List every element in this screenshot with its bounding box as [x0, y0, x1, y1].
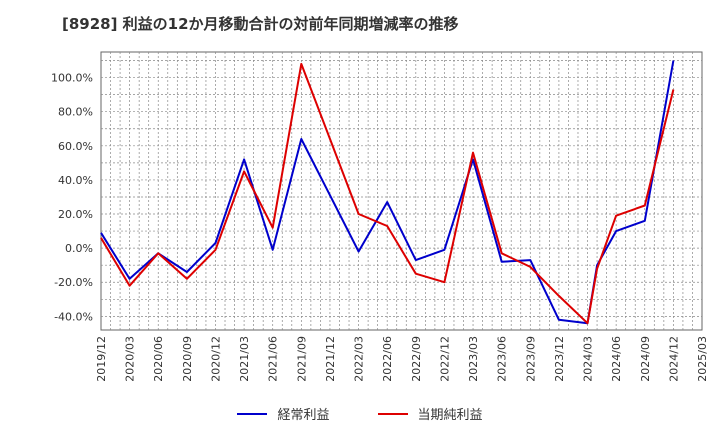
x-tick-label: 2023/06	[496, 336, 509, 382]
y-tick-label: 0.0%	[65, 242, 93, 255]
x-tick-label: 2021/06	[267, 336, 280, 382]
x-tick-label: 2021/09	[295, 336, 308, 382]
legend-label-net-profit: 当期純利益	[417, 408, 483, 423]
y-tick-label: 20.0%	[58, 208, 93, 221]
x-tick-label: 2024/12	[667, 336, 680, 382]
x-tick-label: 2024/09	[639, 336, 652, 382]
x-tick-label: 2024/06	[610, 336, 623, 382]
x-tick-label: 2023/09	[524, 336, 537, 382]
x-tick-label: 2022/12	[438, 336, 451, 382]
x-tick-label: 2020/12	[209, 336, 222, 382]
x-tick-label: 2019/12	[95, 336, 108, 382]
legend-label-ordinary-profit: 経常利益	[277, 408, 330, 423]
x-tick-label: 2022/06	[381, 336, 394, 382]
y-tick-label: -40.0%	[54, 310, 93, 323]
x-tick-label: 2021/03	[238, 336, 251, 382]
legend-swatch-ordinary-profit	[237, 412, 268, 415]
x-tick-label: 2020/06	[152, 336, 165, 382]
series-line-net-profit	[100, 62, 675, 325]
y-tick-label: 40.0%	[58, 174, 93, 187]
x-tick-label: 2023/03	[467, 336, 480, 382]
x-tick-label: 2022/09	[410, 336, 423, 382]
y-tick-label: 60.0%	[58, 140, 93, 153]
chart-title: [8928] 利益の12か月移動合計の対前年同期増減率の推移	[62, 15, 459, 33]
x-tick-label: 2021/12	[324, 336, 337, 382]
x-tick-label: 2022/03	[353, 336, 366, 382]
y-tick-label: 80.0%	[58, 106, 93, 119]
x-tick-label: 2025/03	[696, 336, 709, 382]
y-tick-label: -20.0%	[54, 276, 93, 289]
plot-frame	[100, 51, 703, 331]
legend-item-net-profit: 当期純利益	[377, 404, 483, 423]
legend-swatch-net-profit	[377, 412, 408, 415]
legend: 経常利益 当期純利益	[0, 404, 720, 423]
legend-item-ordinary-profit: 経常利益	[237, 404, 330, 423]
series-line-ordinary-profit	[100, 60, 675, 325]
x-tick-label: 2020/03	[124, 336, 137, 382]
y-tick-label: 100.0%	[51, 72, 93, 85]
x-tick-label: 2020/09	[181, 336, 194, 382]
x-tick-label: 2023/12	[553, 336, 566, 382]
x-tick-label: 2024/03	[582, 336, 595, 382]
